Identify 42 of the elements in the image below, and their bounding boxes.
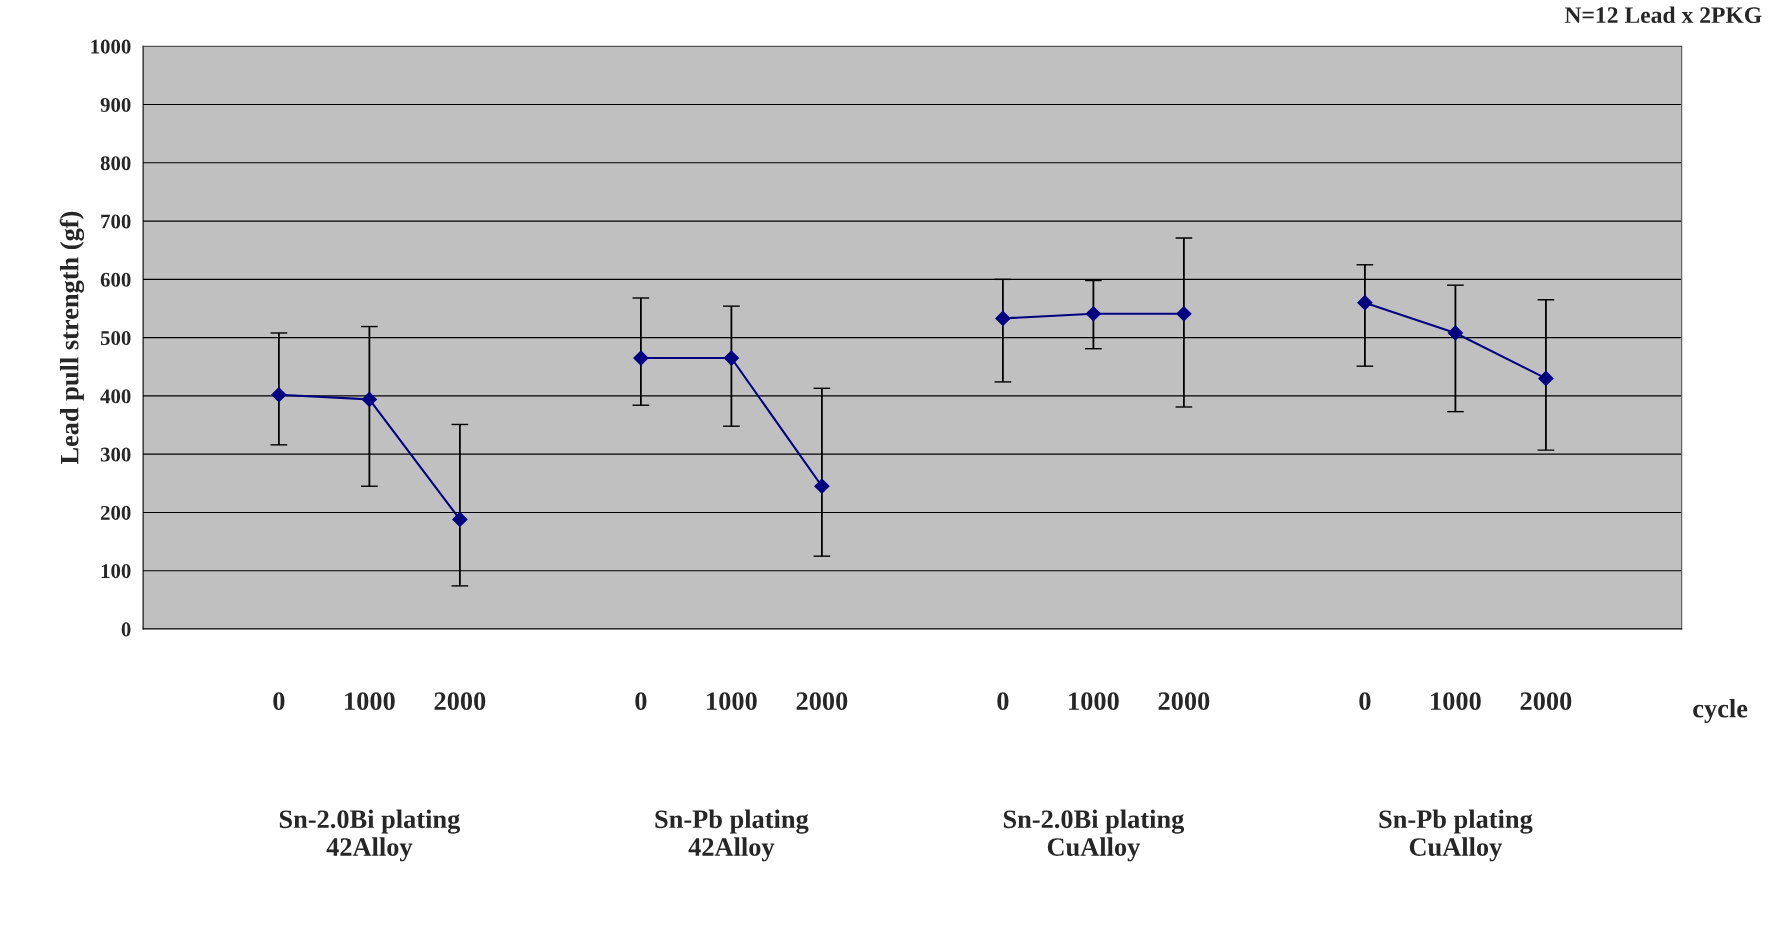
text: Sn-2.0Bi plating CuAlloy (1003, 809, 1185, 862)
point (1357, 295, 1373, 311)
x-tick-label: 0 (273, 692, 285, 711)
x-axis-title: cycle (1693, 698, 1748, 723)
text: Sn-Pb plating CuAlloy (1379, 809, 1533, 862)
point (1085, 306, 1101, 322)
x-tick-label: 0 (997, 692, 1009, 711)
x-tick-label: 0 (1359, 692, 1371, 711)
x-tick-label: 0 (635, 692, 647, 711)
y-tick-label: 300 (100, 447, 131, 462)
x-tick-label: 1000 (707, 692, 757, 711)
text: N=12 Lead x 2PKG (1564, 6, 1762, 24)
y-tick-label: 700 (101, 214, 131, 229)
point (271, 387, 287, 403)
point (723, 350, 739, 366)
y-tick-label: 900 (100, 97, 131, 112)
x-tick-label: 2000 (1158, 692, 1210, 711)
point (814, 478, 830, 494)
text: Sn-2.0Bi plating 42Alloy (279, 809, 461, 862)
point (1447, 325, 1463, 341)
point (995, 310, 1011, 326)
point (452, 511, 468, 528)
x-tick-label: 2000 (1520, 692, 1572, 711)
y-tick-label: 600 (100, 272, 131, 287)
x-tick-label: 2000 (796, 692, 848, 711)
x-tick-label: 1000 (1069, 692, 1119, 711)
x-tick-label: 1000 (345, 692, 395, 711)
y-tick-label: 0 (121, 622, 131, 637)
y-tick-label: 100 (101, 564, 131, 579)
y-tick-label: 400 (100, 389, 131, 404)
point (633, 350, 649, 366)
y-tick-label: 500 (100, 331, 131, 346)
y-tick-label: 800 (100, 156, 131, 171)
point (1176, 306, 1192, 322)
point (361, 391, 377, 407)
text: Sn-Pb plating 42Alloy (655, 809, 809, 862)
x-tick-label: 1000 (1431, 692, 1481, 711)
y-tick-label: 200 (100, 505, 131, 520)
y-tick-label: 1000 (91, 39, 131, 54)
x-tick-label: 2000 (434, 692, 486, 711)
point (1538, 370, 1554, 386)
y-axis-title: Lead pull strength (gf) (59, 211, 85, 465)
